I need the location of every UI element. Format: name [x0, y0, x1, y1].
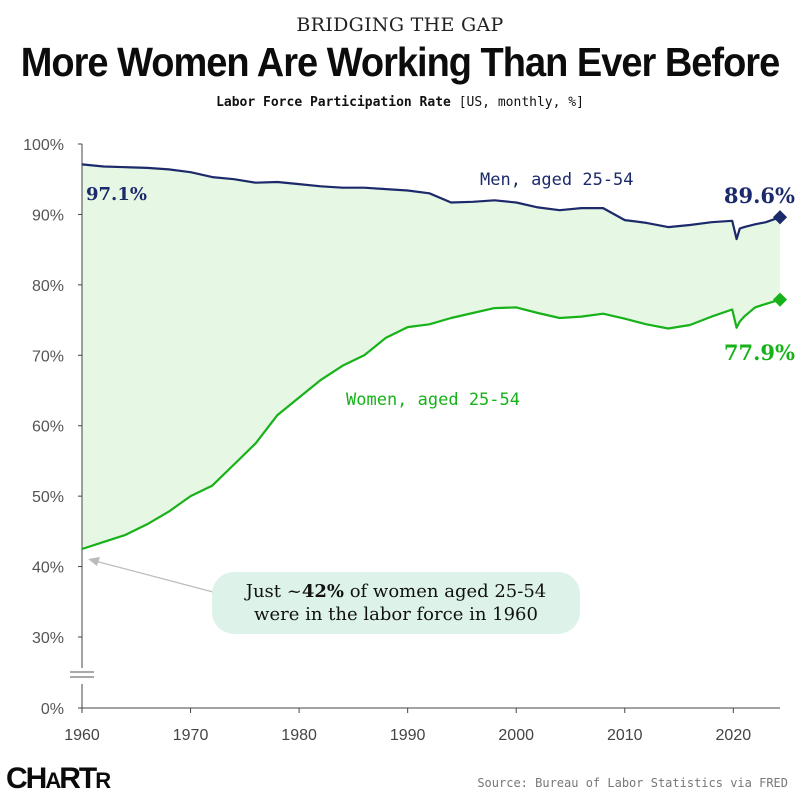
women-end-marker: [772, 292, 788, 307]
callout-line-1: Just ~42% of women aged 25-54: [246, 580, 547, 603]
y-tick-label: 50%: [32, 489, 64, 506]
gap-fill-area: [82, 164, 780, 549]
y-tick-label: 100%: [23, 137, 64, 154]
source-note: Source: Bureau of Labor Statistics via F…: [477, 776, 788, 790]
chartr-logo: CHARTR: [6, 762, 111, 795]
annotation-callout: Just ~42% of women aged 25-54 were in th…: [212, 572, 580, 634]
x-tick-label: 1980: [281, 727, 317, 744]
chart-subtitle: Labor Force Participation Rate [US, mont…: [0, 95, 800, 110]
women-end-value: 77.9%: [724, 340, 795, 365]
chart-title: More Women Are Working Than Ever Before: [20, 40, 780, 86]
women-series-line: [81, 298, 781, 551]
callout-prefix: Just ~: [245, 581, 302, 602]
men-end-value: 89.6%: [724, 183, 795, 208]
men-series-line: [81, 163, 781, 241]
x-tick-label: 2010: [607, 727, 643, 744]
x-tick-label: 2020: [716, 727, 752, 744]
callout-highlight: 42%: [301, 581, 344, 602]
callout-arrow-head: [88, 557, 100, 566]
y-tick-label: 70%: [32, 348, 64, 365]
men-start-value: 97.1%: [86, 184, 147, 205]
callout-arrow-line: [94, 560, 233, 598]
y-tick-label: 60%: [32, 419, 64, 436]
chart-kicker: BRIDGING THE GAP: [296, 14, 504, 36]
x-tick-label: 1990: [390, 727, 426, 744]
y-tick-label: 30%: [32, 630, 64, 647]
x-tick-label: 2000: [498, 727, 534, 744]
men-end-marker: [772, 210, 788, 225]
y-tick-label: 90%: [32, 207, 64, 224]
x-tick-label: 1970: [173, 727, 209, 744]
y-tick-label: 40%: [32, 560, 64, 577]
women-series-label: Women, aged 25-54: [346, 390, 520, 410]
y-tick-label: 0%: [41, 701, 64, 718]
callout-suffix: of women aged 25-54: [343, 581, 547, 602]
men-series-label: Men, aged 25-54: [480, 170, 634, 190]
subtitle-main: Labor Force Participation Rate: [216, 95, 451, 110]
x-tick-label: 1960: [64, 727, 100, 744]
y-tick-label: 80%: [32, 278, 64, 295]
callout-line-2: were in the labor force in 1960: [254, 604, 538, 625]
subtitle-note: [US, monthly, %]: [458, 95, 584, 110]
